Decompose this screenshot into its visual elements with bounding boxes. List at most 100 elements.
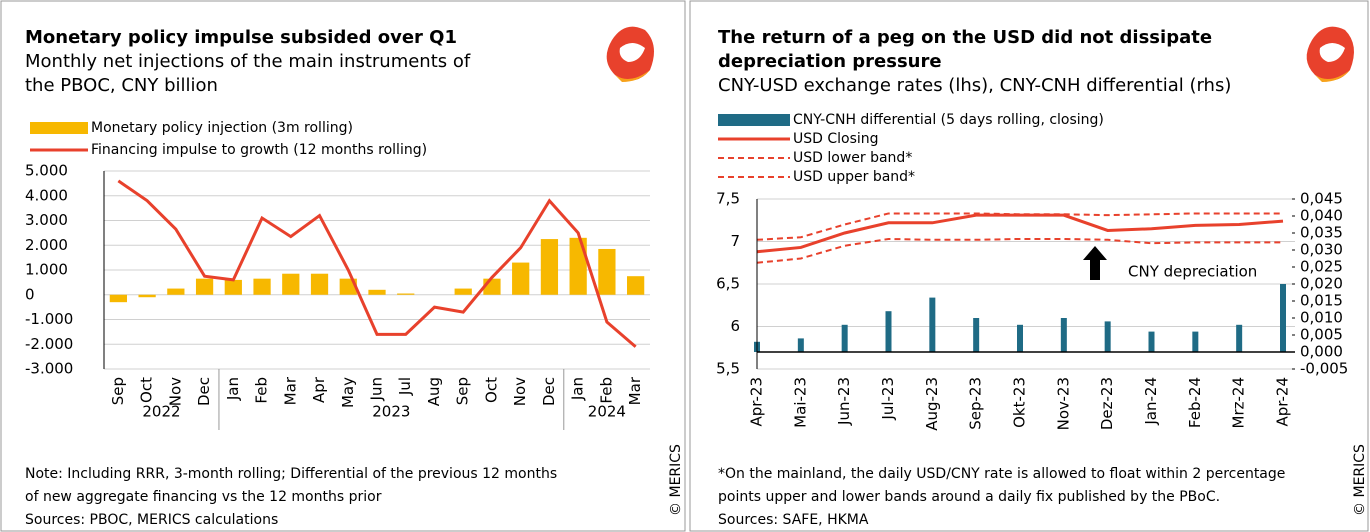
y-tick-label: 0 bbox=[25, 285, 35, 303]
x-tick-label: Apr-23 bbox=[748, 377, 766, 427]
note: of new aggregate financing vs the 12 mon… bbox=[25, 489, 382, 505]
x-tick-label: Sep-23 bbox=[967, 377, 985, 430]
bar bbox=[397, 293, 415, 295]
y-tick-label: 6 bbox=[730, 317, 740, 335]
x-tick-label: Jan-24 bbox=[1142, 377, 1160, 426]
credit: © MERICS bbox=[1352, 444, 1368, 516]
legend-label: USD upper band* bbox=[793, 169, 915, 185]
x-tick-label: Aug bbox=[425, 377, 443, 406]
x-tick-label: Nov bbox=[511, 377, 529, 406]
bar bbox=[973, 318, 980, 352]
bar bbox=[627, 276, 645, 295]
y2-tick-label: 0,035 bbox=[1300, 224, 1343, 242]
note: points upper and lower bands around a da… bbox=[718, 489, 1220, 505]
note: *On the mainland, the daily USD/CNY rate… bbox=[718, 466, 1285, 482]
bar bbox=[1236, 324, 1243, 352]
line-series bbox=[756, 213, 1284, 254]
x-tick-label: Mar bbox=[626, 376, 644, 405]
x-tick-label: Nov-23 bbox=[1054, 377, 1072, 430]
x-tick-label: Dec bbox=[195, 377, 213, 406]
bar bbox=[1148, 331, 1155, 352]
bar bbox=[1192, 331, 1199, 352]
x-tick-label: Apr bbox=[310, 376, 328, 403]
y-tick-label: -1.000 bbox=[25, 310, 73, 328]
x-group-label: 2024 bbox=[588, 403, 626, 421]
x-tick-label: Mrz-24 bbox=[1230, 377, 1248, 428]
bar bbox=[1017, 324, 1023, 352]
y-tick-label: 7,5 bbox=[716, 190, 740, 208]
chart-subtitle: CNY-USD exchange rates (lhs), CNY-CNH di… bbox=[718, 75, 1231, 96]
legend-label: USD lower band* bbox=[793, 150, 912, 166]
note: Sources: SAFE, HKMA bbox=[718, 512, 869, 528]
y2-tick-label: 0,010 bbox=[1300, 309, 1343, 327]
x-tick-label: Nov bbox=[166, 377, 184, 406]
x-tick-label: Feb bbox=[597, 377, 615, 404]
x-tick-label: Dec bbox=[540, 377, 558, 406]
y-tick-label: 4.000 bbox=[25, 186, 68, 204]
y-tick-label: 1.000 bbox=[25, 261, 68, 279]
line-series bbox=[117, 179, 637, 348]
x-group-label: 2022 bbox=[142, 403, 180, 421]
bar bbox=[167, 288, 185, 295]
logo bbox=[606, 26, 654, 82]
y-tick-label: 5,5 bbox=[716, 360, 740, 378]
bar bbox=[224, 279, 242, 295]
annotation-arrow bbox=[1083, 246, 1107, 280]
annotation: CNY depreciation bbox=[1128, 263, 1257, 281]
y2-tick-label: 0,045 bbox=[1300, 190, 1343, 208]
x-tick-label: Sep bbox=[109, 377, 127, 405]
x-tick-label: Sep bbox=[454, 377, 472, 405]
logo bbox=[1306, 26, 1354, 82]
bar bbox=[1104, 321, 1111, 352]
chart-subtitle: the PBOC, CNY billion bbox=[25, 75, 218, 96]
x-tick-label: Jan bbox=[224, 377, 242, 401]
y-tick-label: 2.000 bbox=[25, 236, 68, 254]
bar bbox=[138, 294, 156, 298]
legend-label: CNY-CNH differential (5 days rolling, cl… bbox=[793, 112, 1104, 128]
x-tick-label: Jun bbox=[368, 377, 386, 401]
y-tick-label: 6,5 bbox=[716, 275, 740, 293]
bar bbox=[253, 278, 271, 295]
x-tick-label: Dez-23 bbox=[1098, 377, 1116, 430]
line-series bbox=[756, 212, 1283, 241]
bar bbox=[512, 262, 530, 295]
x-tick-label: Jul bbox=[396, 377, 414, 396]
bar bbox=[797, 338, 804, 352]
bar bbox=[109, 294, 127, 303]
x-tick-label: May bbox=[339, 377, 357, 408]
y2-tick-label: 0,030 bbox=[1300, 241, 1343, 259]
x-tick-label: Apr-24 bbox=[1274, 377, 1292, 427]
bar bbox=[540, 239, 559, 295]
x-tick-label: Mar bbox=[281, 376, 299, 405]
y-tick-label: 3.000 bbox=[25, 211, 68, 229]
bar bbox=[454, 288, 472, 295]
x-tick-label: Feb-24 bbox=[1186, 377, 1204, 428]
bar bbox=[929, 297, 936, 352]
x-group-label: 2023 bbox=[372, 403, 410, 421]
panel-border bbox=[689, 0, 1369, 532]
bar bbox=[841, 324, 848, 352]
bar bbox=[310, 273, 329, 295]
x-tick-label: Oct bbox=[138, 377, 156, 403]
x-tick-label: Aug-23 bbox=[923, 377, 941, 431]
credit: © MERICS bbox=[668, 444, 684, 516]
x-tick-label: Jun-23 bbox=[835, 377, 853, 426]
y2-tick-label: -0,005 bbox=[1300, 360, 1348, 378]
bar bbox=[885, 311, 892, 352]
bar bbox=[1280, 284, 1286, 352]
y2-tick-label: 0,025 bbox=[1300, 258, 1343, 276]
legend-swatch bbox=[718, 114, 790, 126]
y2-tick-label: 0,000 bbox=[1300, 343, 1343, 361]
y-tick-label: -3.000 bbox=[25, 360, 73, 378]
x-tick-label: Jul-23 bbox=[879, 377, 897, 421]
note: Note: Including RRR, 3-month rolling; Di… bbox=[25, 466, 557, 482]
bar bbox=[598, 248, 616, 295]
y-tick-label: 7 bbox=[730, 232, 740, 250]
x-tick-label: Mai-23 bbox=[791, 377, 809, 428]
bar bbox=[282, 273, 300, 295]
x-tick-label: Okt-23 bbox=[1011, 377, 1029, 428]
bar bbox=[569, 237, 587, 295]
chart-subtitle: Monthly net injections of the main instr… bbox=[25, 51, 471, 72]
y2-tick-label: 0,040 bbox=[1300, 207, 1343, 225]
x-tick-label: Oct bbox=[482, 377, 500, 403]
